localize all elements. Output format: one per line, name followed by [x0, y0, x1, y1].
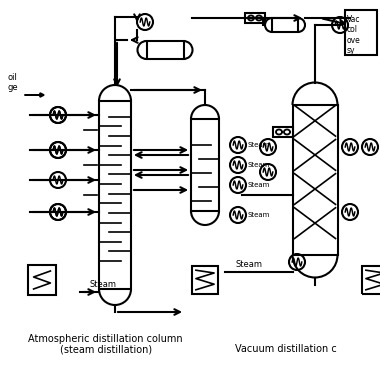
FancyArrow shape: [25, 93, 44, 97]
Text: Vac
col
ove
sy: Vac col ove sy: [347, 15, 361, 55]
Bar: [345, 10, 377, 55]
Bar: [192, 266, 218, 294]
Text: Steam: Steam: [90, 280, 117, 289]
Bar: [293, 105, 337, 255]
Bar: [191, 119, 219, 211]
Text: Steam: Steam: [248, 142, 271, 148]
Text: Steam: Steam: [248, 212, 271, 218]
Text: Steam: Steam: [248, 182, 271, 188]
Bar: [99, 101, 131, 289]
Bar: [272, 18, 298, 32]
Bar: [273, 127, 293, 137]
Text: Steam: Steam: [235, 260, 262, 269]
Bar: [362, 266, 380, 294]
Text: Vacuum distillation c: Vacuum distillation c: [235, 344, 337, 354]
Text: ge: ge: [8, 83, 19, 92]
Text: Atmospheric distillation column: Atmospheric distillation column: [28, 334, 183, 344]
Text: Steam: Steam: [248, 162, 271, 168]
Text: (steam distillation): (steam distillation): [60, 344, 152, 354]
Bar: [147, 41, 184, 59]
Text: oil: oil: [8, 73, 18, 82]
Bar: [28, 265, 56, 295]
Bar: [245, 13, 265, 23]
